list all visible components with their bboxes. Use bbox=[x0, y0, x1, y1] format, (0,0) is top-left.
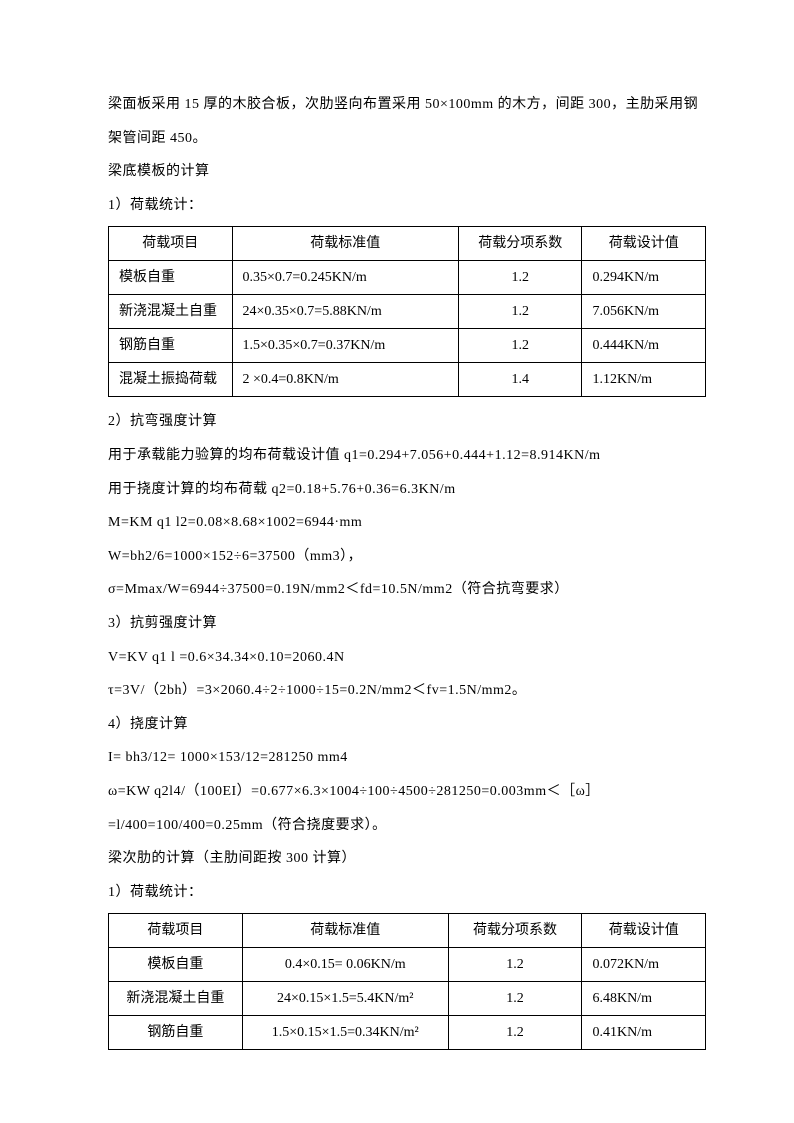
table-cell: 混凝土振捣荷载 bbox=[109, 363, 233, 397]
table-cell: 1.2 bbox=[458, 295, 582, 329]
table-cell: 0.4×0.15= 0.06KN/m bbox=[242, 948, 448, 982]
table-cell: 1.2 bbox=[448, 1016, 582, 1050]
table-cell: 0.41KN/m bbox=[582, 1016, 706, 1050]
table-header-row: 荷载项目 荷载标准值 荷载分项系数 荷载设计值 bbox=[109, 227, 706, 261]
table-cell: 24×0.15×1.5=5.4KN/m² bbox=[242, 982, 448, 1016]
table-header: 荷载设计值 bbox=[582, 227, 706, 261]
table-cell: 新浇混凝土自重 bbox=[109, 982, 243, 1016]
table-cell: 1.12KN/m bbox=[582, 363, 706, 397]
table-row: 模板自重 0.4×0.15= 0.06KN/m 1.2 0.072KN/m bbox=[109, 948, 706, 982]
table-cell: 2 ×0.4=0.8KN/m bbox=[232, 363, 458, 397]
table-cell: 新浇混凝土自重 bbox=[109, 295, 233, 329]
table-row: 模板自重 0.35×0.7=0.245KN/m 1.2 0.294KN/m bbox=[109, 261, 706, 295]
paragraph-10: 3）抗剪强度计算 bbox=[108, 607, 706, 641]
table-header-row: 荷载项目 荷载标准值 荷载分项系数 荷载设计值 bbox=[109, 914, 706, 948]
load-table-2: 荷载项目 荷载标准值 荷载分项系数 荷载设计值 模板自重 0.4×0.15= 0… bbox=[108, 913, 706, 1050]
table-cell: 0.294KN/m bbox=[582, 261, 706, 295]
table-cell: 1.2 bbox=[448, 982, 582, 1016]
paragraph-4: 2）抗弯强度计算 bbox=[108, 405, 706, 439]
paragraph-3: 1）荷载统计： bbox=[108, 189, 706, 223]
paragraph-2: 梁底模板的计算 bbox=[108, 155, 706, 189]
table-cell: 1.5×0.35×0.7=0.37KN/m bbox=[232, 329, 458, 363]
table-row: 混凝土振捣荷载 2 ×0.4=0.8KN/m 1.4 1.12KN/m bbox=[109, 363, 706, 397]
table-cell: 模板自重 bbox=[109, 261, 233, 295]
paragraph-17: 梁次肋的计算（主肋间距按 300 计算） bbox=[108, 842, 706, 876]
table-cell: 钢筋自重 bbox=[109, 1016, 243, 1050]
paragraph-1: 梁面板采用 15 厚的木胶合板，次肋竖向布置采用 50×100mm 的木方，间距… bbox=[108, 88, 706, 155]
table-cell: 6.48KN/m bbox=[582, 982, 706, 1016]
paragraph-11: V=KV q1 l =0.6×34.34×0.10=2060.4N bbox=[108, 641, 706, 675]
paragraph-13: 4）挠度计算 bbox=[108, 708, 706, 742]
table-cell: 1.5×0.15×1.5=0.34KN/m² bbox=[242, 1016, 448, 1050]
paragraph-15: ω=KW q2l4/（100EI）=0.677×6.3×1004÷100÷450… bbox=[108, 775, 706, 809]
table-cell: 钢筋自重 bbox=[109, 329, 233, 363]
table-cell: 1.2 bbox=[458, 329, 582, 363]
table-row: 钢筋自重 1.5×0.35×0.7=0.37KN/m 1.2 0.444KN/m bbox=[109, 329, 706, 363]
paragraph-8: W=bh2/6=1000×152÷6=37500（mm3）， bbox=[108, 540, 706, 574]
table-header: 荷载标准值 bbox=[232, 227, 458, 261]
paragraph-14: I= bh3/12= 1000×153/12=281250 mm4 bbox=[108, 741, 706, 775]
table-header: 荷载设计值 bbox=[582, 914, 706, 948]
table-row: 新浇混凝土自重 24×0.15×1.5=5.4KN/m² 1.2 6.48KN/… bbox=[109, 982, 706, 1016]
table-header: 荷载标准值 bbox=[242, 914, 448, 948]
table-cell: 模板自重 bbox=[109, 948, 243, 982]
table-header: 荷载分项系数 bbox=[458, 227, 582, 261]
table-cell: 7.056KN/m bbox=[582, 295, 706, 329]
table-header: 荷载分项系数 bbox=[448, 914, 582, 948]
paragraph-7: M=KM q1 l2=0.08×8.68×1002=6944·mm bbox=[108, 506, 706, 540]
table-cell: 24×0.35×0.7=5.88KN/m bbox=[232, 295, 458, 329]
paragraph-12: τ=3V/（2bh）=3×2060.4÷2÷1000÷15=0.2N/mm2＜f… bbox=[108, 674, 706, 708]
table-cell: 1.2 bbox=[458, 261, 582, 295]
table-row: 新浇混凝土自重 24×0.35×0.7=5.88KN/m 1.2 7.056KN… bbox=[109, 295, 706, 329]
paragraph-9: σ=Mmax/W=6944÷37500=0.19N/mm2＜fd=10.5N/m… bbox=[108, 573, 706, 607]
load-table-1: 荷载项目 荷载标准值 荷载分项系数 荷载设计值 模板自重 0.35×0.7=0.… bbox=[108, 226, 706, 397]
paragraph-18: 1）荷载统计： bbox=[108, 876, 706, 910]
table-cell: 1.2 bbox=[448, 948, 582, 982]
table-cell: 0.35×0.7=0.245KN/m bbox=[232, 261, 458, 295]
table-header: 荷载项目 bbox=[109, 227, 233, 261]
paragraph-5: 用于承载能力验算的均布荷载设计值 q1=0.294+7.056+0.444+1.… bbox=[108, 439, 706, 473]
table-cell: 0.444KN/m bbox=[582, 329, 706, 363]
table-cell: 1.4 bbox=[458, 363, 582, 397]
table-row: 钢筋自重 1.5×0.15×1.5=0.34KN/m² 1.2 0.41KN/m bbox=[109, 1016, 706, 1050]
paragraph-16: =l/400=100/400=0.25mm（符合挠度要求）。 bbox=[108, 809, 706, 843]
table-header: 荷载项目 bbox=[109, 914, 243, 948]
table-cell: 0.072KN/m bbox=[582, 948, 706, 982]
paragraph-6: 用于挠度计算的均布荷载 q2=0.18+5.76+0.36=6.3KN/m bbox=[108, 473, 706, 507]
